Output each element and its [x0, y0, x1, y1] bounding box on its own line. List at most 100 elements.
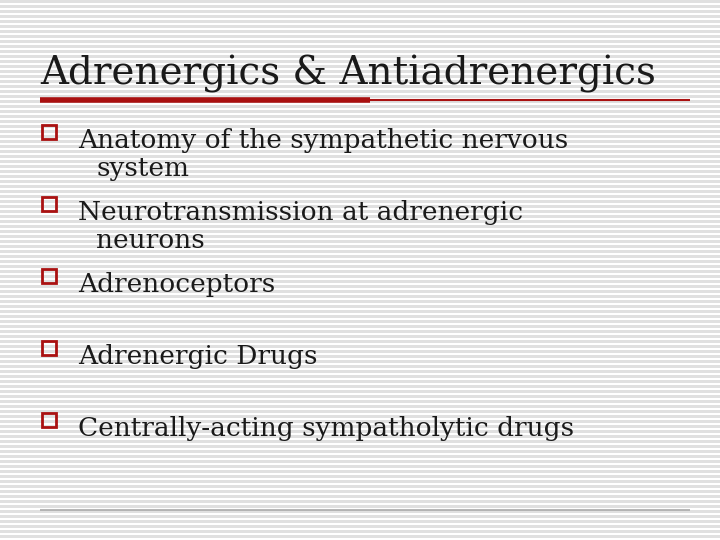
- Bar: [0, 210, 720, 213]
- Text: system: system: [96, 156, 189, 181]
- Bar: [0, 225, 720, 227]
- Bar: [0, 145, 720, 147]
- Bar: [0, 180, 720, 183]
- Bar: [0, 485, 720, 488]
- Bar: [0, 245, 720, 247]
- Bar: [0, 185, 720, 187]
- Bar: [0, 100, 720, 103]
- Bar: [42, 413, 56, 427]
- Bar: [0, 380, 720, 382]
- Bar: [0, 335, 720, 338]
- Bar: [0, 110, 720, 112]
- Text: Centrally-acting sympatholytic drugs: Centrally-acting sympatholytic drugs: [78, 416, 574, 441]
- Bar: [0, 440, 720, 442]
- Bar: [0, 175, 720, 178]
- Bar: [0, 15, 720, 17]
- Bar: [0, 445, 720, 448]
- Bar: [0, 205, 720, 207]
- Bar: [0, 140, 720, 143]
- Bar: [0, 45, 720, 48]
- Bar: [0, 290, 720, 293]
- Bar: [0, 470, 720, 472]
- Bar: [0, 510, 720, 512]
- Bar: [0, 330, 720, 333]
- Bar: [0, 375, 720, 377]
- Bar: [0, 200, 720, 202]
- Bar: [0, 480, 720, 483]
- Bar: [0, 235, 720, 238]
- Bar: [42, 197, 56, 211]
- Bar: [0, 30, 720, 32]
- Bar: [0, 75, 720, 78]
- Bar: [0, 280, 720, 282]
- Bar: [0, 215, 720, 218]
- Text: Adrenergic Drugs: Adrenergic Drugs: [78, 344, 318, 369]
- Bar: [0, 85, 720, 87]
- Bar: [0, 520, 720, 523]
- Bar: [0, 150, 720, 152]
- Bar: [0, 135, 720, 138]
- Bar: [0, 405, 720, 408]
- Bar: [0, 360, 720, 362]
- Bar: [0, 125, 720, 127]
- Text: Neurotransmission at adrenergic: Neurotransmission at adrenergic: [78, 200, 523, 225]
- Bar: [0, 385, 720, 388]
- Bar: [0, 515, 720, 517]
- Bar: [0, 0, 720, 3]
- Bar: [0, 315, 720, 318]
- Bar: [0, 170, 720, 172]
- Bar: [0, 20, 720, 23]
- Bar: [0, 250, 720, 253]
- Bar: [0, 390, 720, 393]
- Bar: [0, 490, 720, 492]
- Bar: [0, 190, 720, 192]
- Text: Adrenergics & Antiadrenergics: Adrenergics & Antiadrenergics: [40, 55, 656, 93]
- Bar: [0, 285, 720, 287]
- Bar: [0, 295, 720, 298]
- Bar: [0, 505, 720, 508]
- Bar: [0, 70, 720, 72]
- Bar: [0, 300, 720, 302]
- Bar: [0, 310, 720, 313]
- Bar: [0, 260, 720, 262]
- Bar: [42, 341, 56, 355]
- Bar: [0, 65, 720, 68]
- Bar: [0, 120, 720, 123]
- Bar: [0, 50, 720, 52]
- Bar: [0, 255, 720, 258]
- Bar: [0, 530, 720, 532]
- Bar: [0, 435, 720, 437]
- Bar: [0, 305, 720, 307]
- Bar: [0, 25, 720, 28]
- Bar: [0, 410, 720, 413]
- Bar: [0, 55, 720, 57]
- Text: Adrenoceptors: Adrenoceptors: [78, 272, 275, 297]
- Bar: [0, 425, 720, 428]
- Bar: [0, 325, 720, 327]
- Bar: [0, 525, 720, 528]
- Bar: [0, 350, 720, 353]
- Bar: [42, 125, 56, 139]
- Bar: [0, 535, 720, 537]
- Bar: [0, 195, 720, 198]
- Bar: [0, 90, 720, 92]
- Bar: [0, 60, 720, 63]
- Bar: [0, 450, 720, 453]
- Bar: [0, 355, 720, 357]
- Bar: [0, 5, 720, 8]
- Bar: [0, 340, 720, 342]
- Text: neurons: neurons: [96, 228, 204, 253]
- Bar: [0, 415, 720, 417]
- Bar: [0, 265, 720, 267]
- Bar: [0, 275, 720, 278]
- Bar: [0, 160, 720, 163]
- Bar: [0, 105, 720, 107]
- Bar: [0, 500, 720, 503]
- Bar: [0, 155, 720, 158]
- Bar: [0, 230, 720, 233]
- Bar: [0, 430, 720, 433]
- Bar: [0, 240, 720, 242]
- Bar: [0, 10, 720, 12]
- Bar: [0, 320, 720, 322]
- Bar: [0, 80, 720, 83]
